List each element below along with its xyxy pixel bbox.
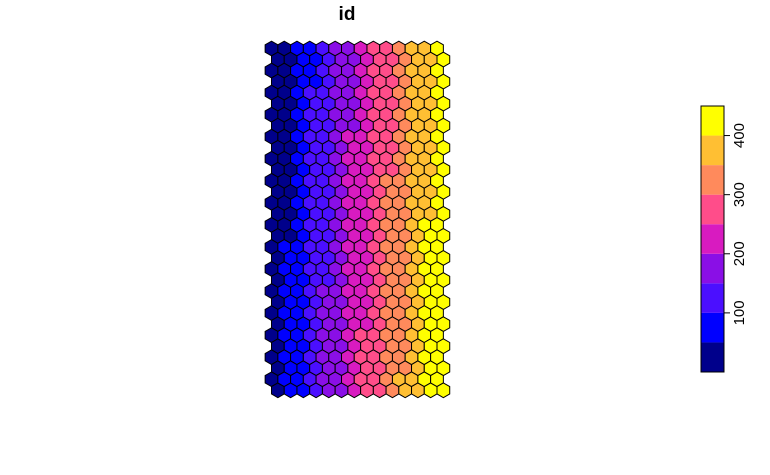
legend-tick-label: 100 bbox=[731, 300, 748, 325]
legend-color-band bbox=[701, 312, 724, 343]
hex-cell bbox=[436, 382, 451, 399]
legend-color-band bbox=[701, 106, 724, 136]
legend-color-band bbox=[701, 135, 724, 166]
color-legend: 100 200 300 400 bbox=[700, 105, 748, 373]
legend-color-band bbox=[701, 224, 724, 254]
legend-color-band bbox=[701, 253, 724, 284]
legend-tick-label: 400 bbox=[731, 123, 748, 148]
legend-color-band bbox=[701, 342, 724, 372]
legend-tick-label: 300 bbox=[731, 182, 748, 207]
legend-color-band bbox=[701, 165, 724, 195]
legend-frame bbox=[700, 105, 725, 373]
legend-color-band bbox=[701, 194, 724, 225]
hex-grid bbox=[264, 40, 451, 399]
legend-color-band bbox=[701, 283, 724, 313]
chart-title: id bbox=[339, 4, 356, 25]
legend-tick-label: 200 bbox=[731, 241, 748, 266]
